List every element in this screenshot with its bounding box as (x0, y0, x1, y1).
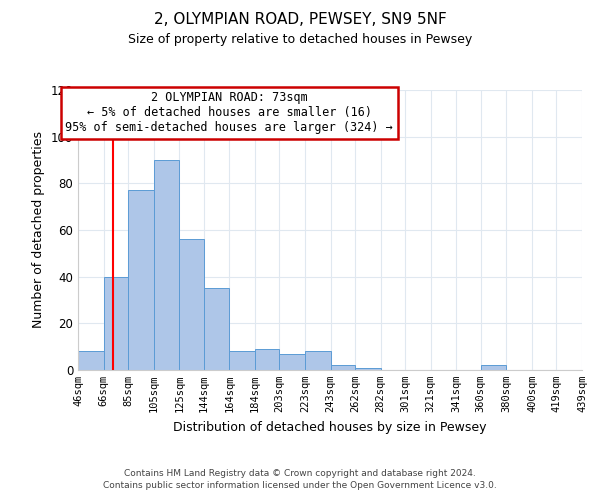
Bar (104, 276, 128, 370)
Text: Contains public sector information licensed under the Open Government Licence v3: Contains public sector information licen… (103, 481, 497, 490)
Bar (78, 352, 104, 370)
Bar (203, 288, 229, 370)
Bar (154, 160, 179, 370)
Text: 2, OLYMPIAN ROAD, PEWSEY, SN9 5NF: 2, OLYMPIAN ROAD, PEWSEY, SN9 5NF (154, 12, 446, 28)
X-axis label: Distribution of detached houses by size in Pewsey: Distribution of detached houses by size … (173, 420, 487, 434)
Y-axis label: Number of detached properties: Number of detached properties (32, 132, 45, 328)
Bar (229, 352, 255, 370)
Bar (481, 366, 506, 370)
Bar (179, 240, 203, 370)
Text: Contains HM Land Registry data © Crown copyright and database right 2024.: Contains HM Land Registry data © Crown c… (124, 468, 476, 477)
Text: Size of property relative to detached houses in Pewsey: Size of property relative to detached ho… (128, 32, 472, 46)
Bar (305, 352, 331, 370)
Bar (128, 190, 154, 370)
Bar (355, 368, 380, 370)
Text: 2 OLYMPIAN ROAD: 73sqm
← 5% of detached houses are smaller (16)
95% of semi-deta: 2 OLYMPIAN ROAD: 73sqm ← 5% of detached … (65, 92, 393, 134)
Bar (280, 354, 305, 370)
Bar (331, 366, 355, 370)
Bar (255, 349, 280, 370)
